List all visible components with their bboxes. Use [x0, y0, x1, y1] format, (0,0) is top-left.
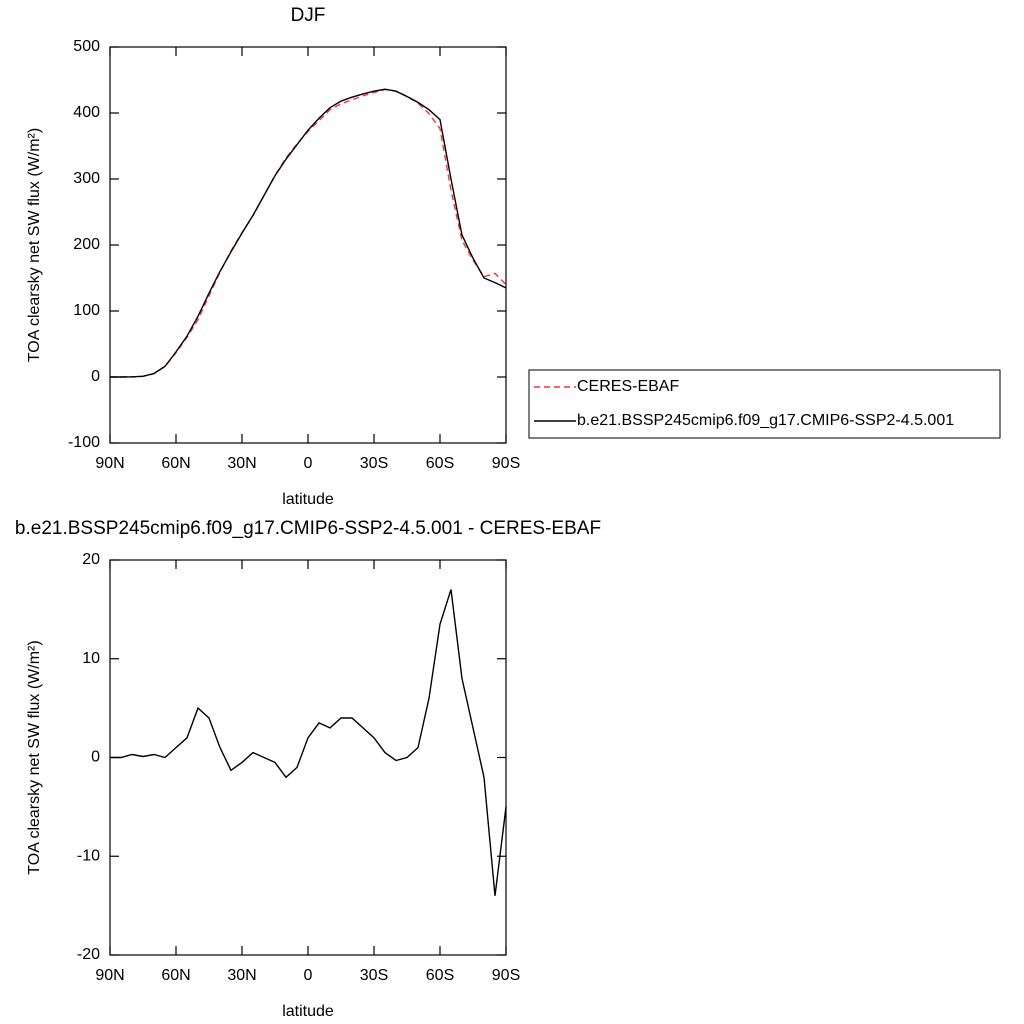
- x-tick-label: 30S: [360, 967, 388, 984]
- y-tick-label: -100: [68, 434, 100, 451]
- y-tick-label: -10: [77, 847, 100, 864]
- x-tick-label: 30S: [360, 455, 388, 472]
- x-tick-label: 60S: [426, 967, 454, 984]
- chart-title: b.e21.BSSP245cmip6.f09_g17.CMIP6-SSP2-4.…: [15, 518, 601, 539]
- data-line: [110, 88, 507, 378]
- data-line: [110, 88, 507, 378]
- y-tick-label: 300: [73, 170, 100, 187]
- y-tick-label: 0: [91, 749, 100, 766]
- x-tick-label: 0: [304, 967, 313, 984]
- y-tick-label: 400: [73, 104, 100, 121]
- x-tick-label: 60S: [426, 455, 454, 472]
- y-tick-label: 10: [82, 650, 100, 667]
- x-axis-label: latitude: [282, 491, 334, 508]
- y-tick-label: 0: [91, 368, 100, 385]
- y-tick-label: 20: [82, 551, 100, 568]
- legend-label: CERES-EBAF: [577, 378, 679, 395]
- x-tick-label: 90S: [492, 455, 520, 472]
- x-tick-label: 0: [304, 455, 313, 472]
- legend-label: b.e21.BSSP245cmip6.f09_g17.CMIP6-SSP2-4.…: [577, 412, 954, 429]
- y-tick-label: 200: [73, 236, 100, 253]
- x-tick-label: 30N: [227, 967, 256, 984]
- y-tick-label: 100: [73, 302, 100, 319]
- y-axis-label: TOA clearsky net SW flux (W/m²): [26, 640, 43, 874]
- x-tick-label: 60N: [161, 455, 190, 472]
- x-tick-label: 90N: [95, 455, 124, 472]
- plot-frame: [109, 559, 507, 956]
- plot-frame: [109, 46, 507, 444]
- x-tick-label: 90S: [492, 967, 520, 984]
- x-tick-label: 90N: [95, 967, 124, 984]
- x-axis-label: latitude: [282, 1003, 334, 1020]
- y-tick-label: -20: [77, 946, 100, 963]
- legend-box: [528, 369, 1001, 439]
- x-tick-label: 60N: [161, 967, 190, 984]
- chart-title: DJF: [291, 5, 326, 26]
- y-tick-label: 500: [73, 38, 100, 55]
- data-line: [110, 589, 507, 896]
- y-axis-label: TOA clearsky net SW flux (W/m²): [26, 128, 43, 362]
- x-tick-label: 30N: [227, 455, 256, 472]
